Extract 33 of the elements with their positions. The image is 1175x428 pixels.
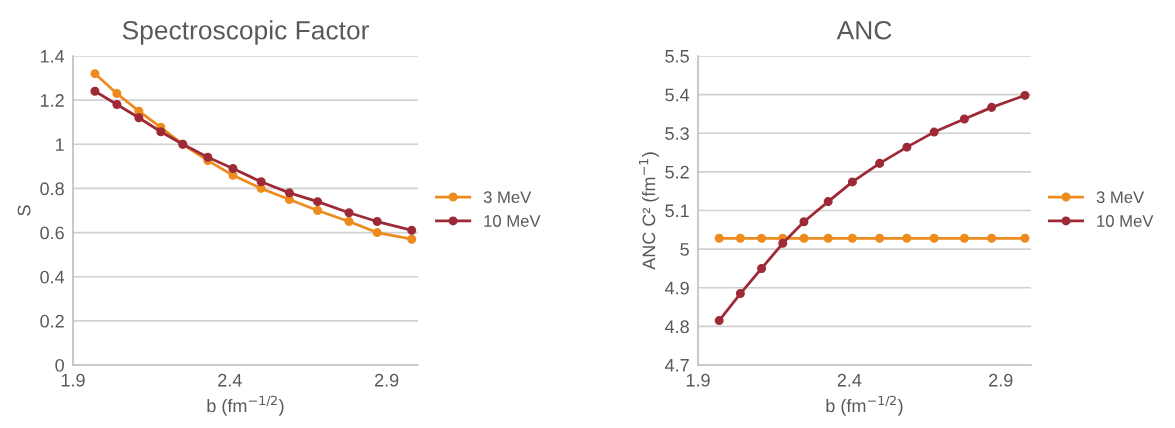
x-tick-label: 2.9 (375, 373, 399, 387)
x-axis-title: b (fm$^{−1/2}$) (826, 395, 903, 416)
y-tick-label: 1.2 (40, 94, 64, 107)
y-tick-label: 5 (680, 243, 689, 256)
y-tick-label: 5.3 (665, 127, 689, 140)
y-tick-label: 4.7 (664, 359, 689, 372)
y-tick-label: 1 (56, 138, 64, 151)
y-tick-label: 5.1 (665, 204, 689, 218)
chart-title: ANC (836, 20, 892, 40)
x-tick-label: 1.9 (61, 373, 85, 387)
y-tick-label: 0.6 (40, 226, 64, 240)
legend-label: 10 MeV (1097, 215, 1154, 227)
x-axis-title: b (fm$^{−1/2}$) (207, 395, 284, 416)
y-tick-label: 5.2 (665, 165, 689, 179)
x-tick-label: 1.9 (686, 373, 710, 387)
y-tick-label: 0.8 (40, 182, 64, 196)
y-tick-label: 5.5 (665, 50, 689, 63)
legend-label: 3 MeV (1096, 191, 1145, 204)
y-tick-label: 0.2 (40, 314, 64, 328)
x-tick-label: 2.4 (837, 373, 862, 387)
y-tick-label: 1.4 (40, 50, 65, 63)
x-tick-label: 2.9 (989, 373, 1013, 387)
x-tick-label: 2.4 (218, 373, 242, 387)
y-tick-label: 4.8 (664, 320, 689, 334)
legend-label: 3 MeV (483, 191, 532, 204)
chart-title: Spectroscopic Factor (122, 20, 369, 45)
y-axis-title: S (17, 205, 31, 216)
legend-label: 10 MeV (484, 215, 541, 227)
y-tick-label: 5.4 (665, 88, 690, 102)
y-tick-label: 0.4 (40, 270, 65, 284)
y-tick-label: 4.9 (664, 281, 689, 295)
y-tick-label: 0 (55, 358, 64, 372)
y-axis-title: ANC C² (fm$^{−1}$) (638, 152, 659, 270)
